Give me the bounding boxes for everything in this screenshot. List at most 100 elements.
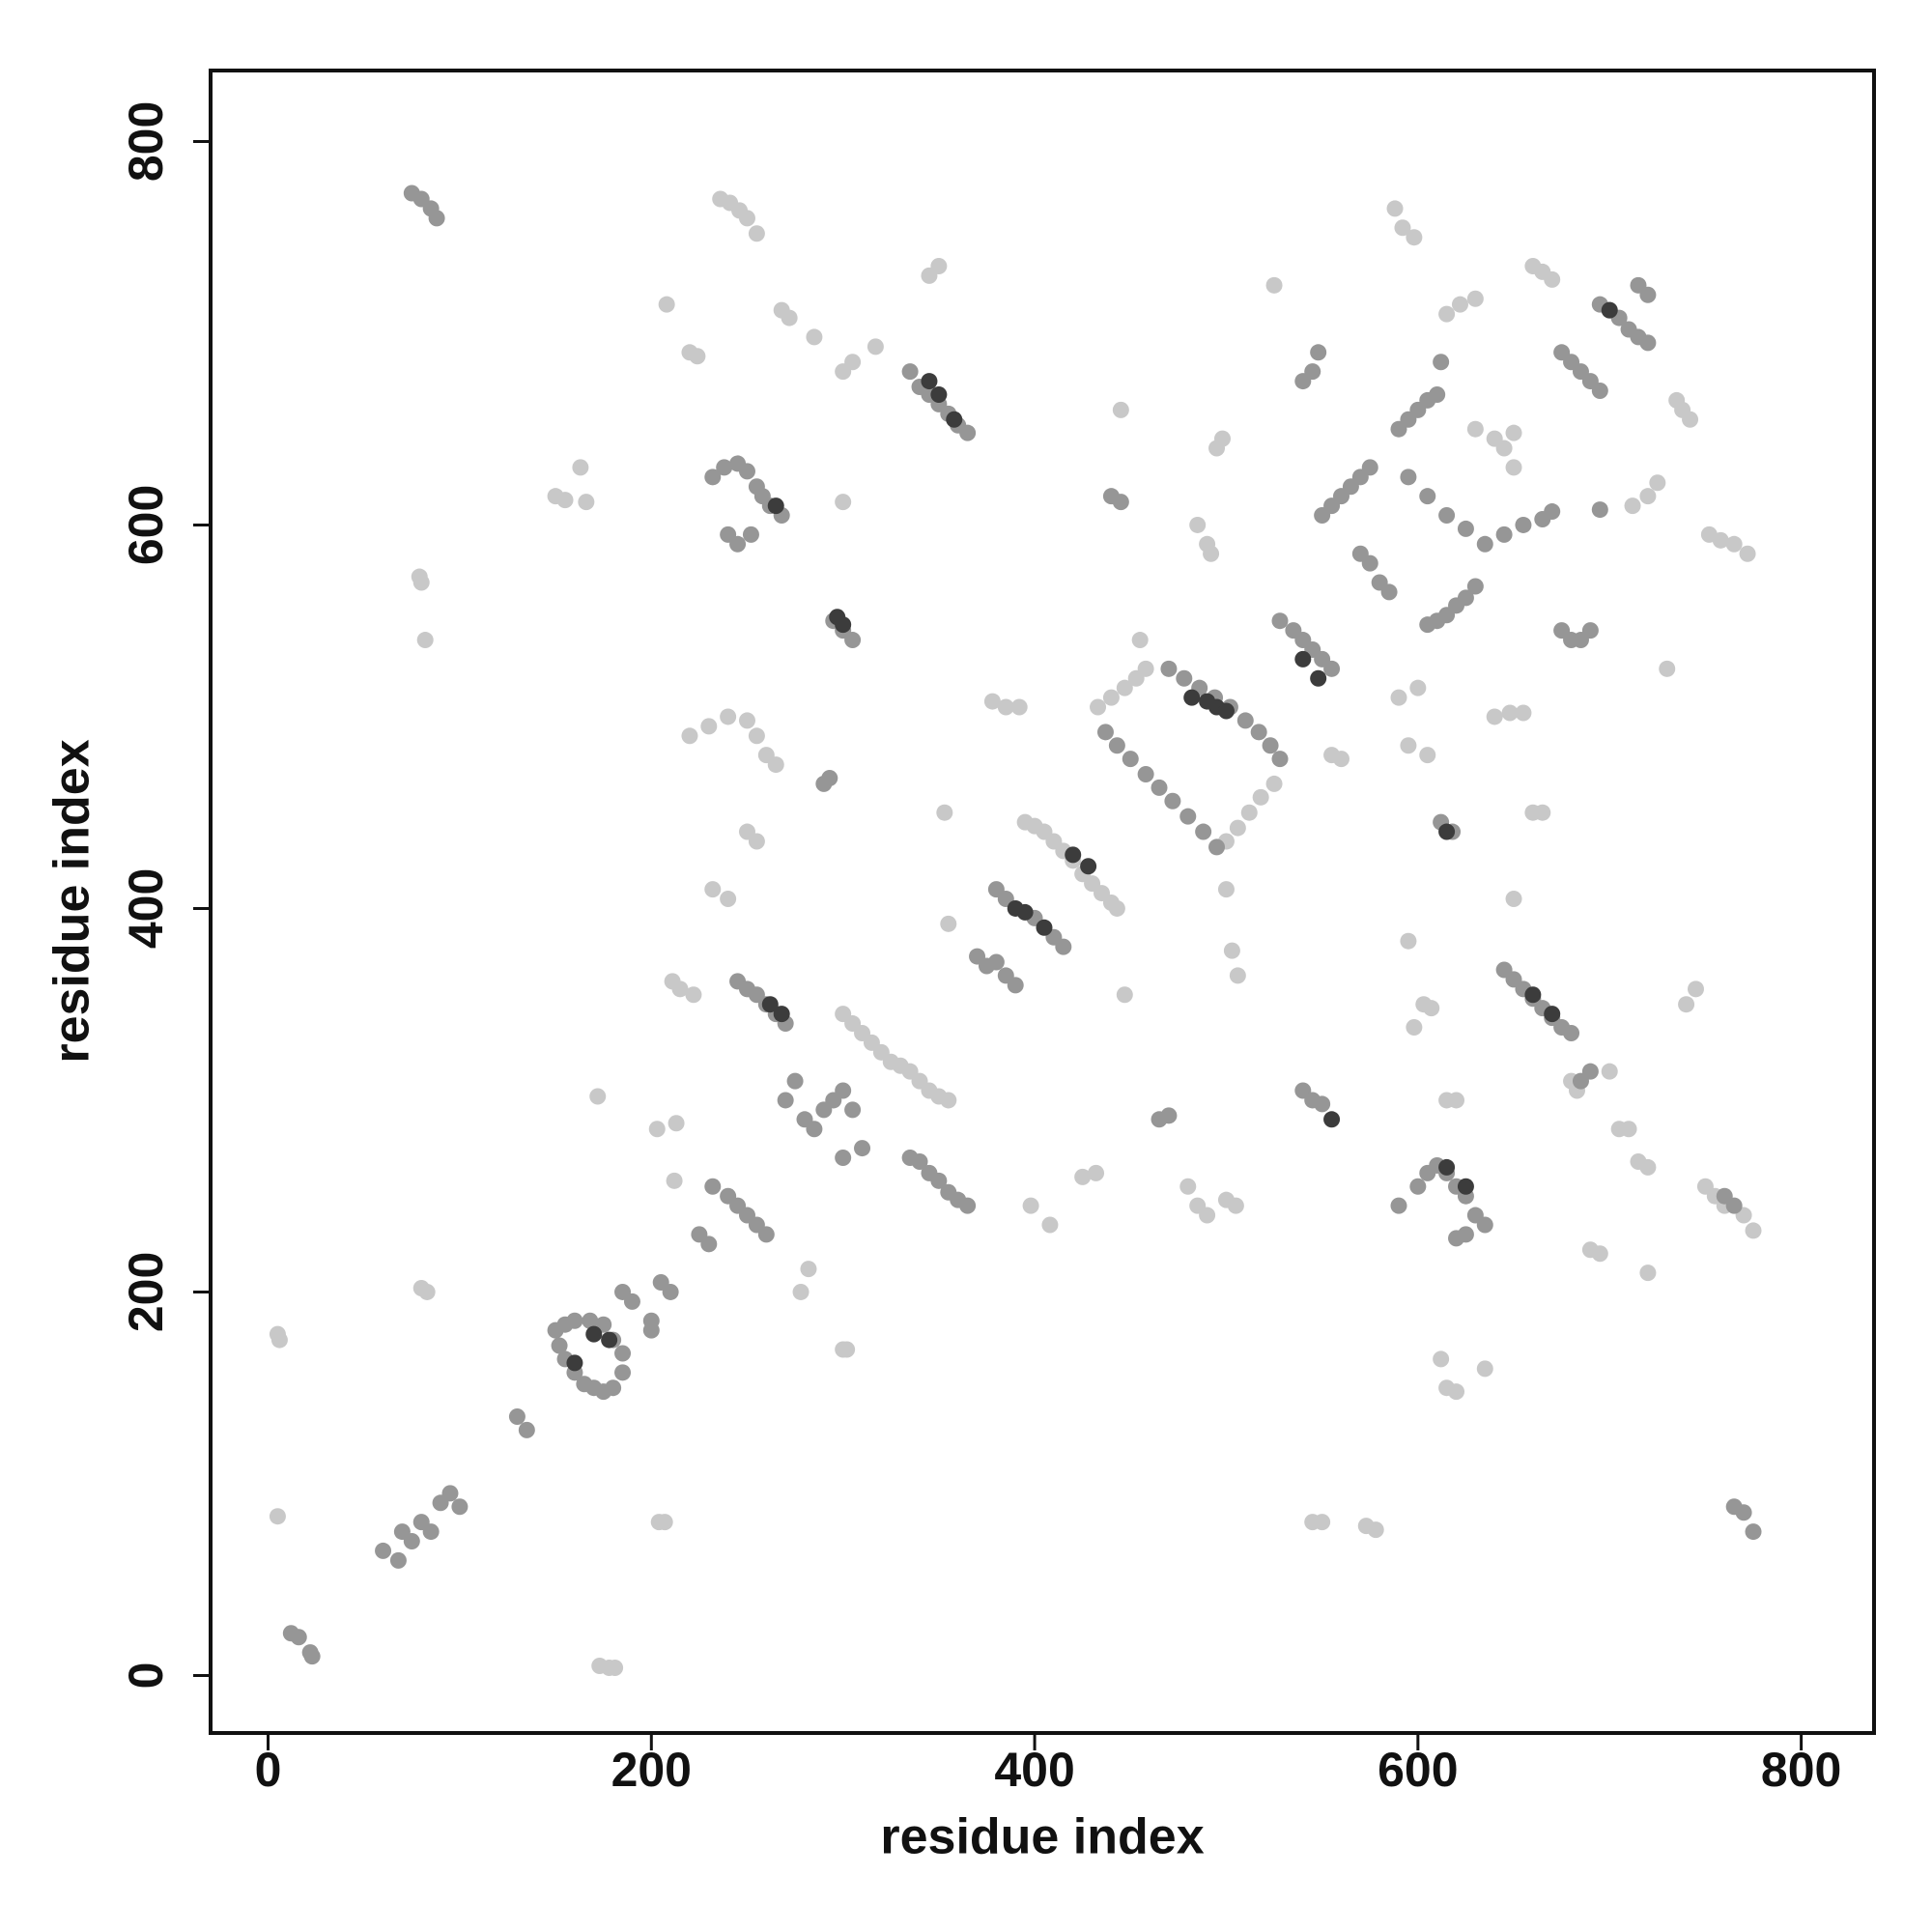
point xyxy=(1581,622,1599,639)
point xyxy=(716,459,733,476)
point xyxy=(1624,497,1641,515)
x-tick-label: 400 xyxy=(994,1743,1074,1797)
point xyxy=(1213,430,1231,447)
point xyxy=(1534,804,1551,821)
point xyxy=(940,1092,957,1109)
x-tick-label: 200 xyxy=(611,1743,692,1797)
point xyxy=(1183,689,1201,706)
point xyxy=(997,698,1014,716)
point xyxy=(738,463,755,480)
point xyxy=(1332,751,1350,768)
point xyxy=(1250,724,1267,741)
point xyxy=(1116,679,1133,696)
point xyxy=(1457,589,1474,607)
point xyxy=(748,225,765,242)
point xyxy=(1409,1178,1427,1195)
plot-frame xyxy=(209,69,1876,1735)
point xyxy=(704,881,722,898)
point xyxy=(1065,846,1082,864)
point xyxy=(844,354,862,371)
point xyxy=(1678,996,1695,1013)
point xyxy=(1199,1207,1216,1224)
point xyxy=(582,1312,599,1329)
point xyxy=(605,1379,622,1397)
point xyxy=(1495,440,1513,457)
point xyxy=(901,363,919,381)
point xyxy=(556,1316,574,1333)
point xyxy=(648,1121,666,1138)
point xyxy=(1451,296,1468,313)
point xyxy=(1041,1216,1059,1234)
point xyxy=(1160,660,1178,677)
point xyxy=(867,338,884,355)
point xyxy=(451,1498,469,1516)
point xyxy=(983,693,1001,710)
point xyxy=(1581,1063,1599,1080)
point xyxy=(1176,669,1193,687)
point xyxy=(556,492,574,509)
point xyxy=(1112,401,1129,418)
point xyxy=(614,1364,632,1381)
point xyxy=(1505,891,1522,908)
point xyxy=(1314,1514,1331,1531)
point xyxy=(1406,229,1423,246)
point xyxy=(389,1551,407,1569)
point xyxy=(930,385,948,403)
point xyxy=(1055,938,1072,955)
point xyxy=(1265,775,1283,792)
point xyxy=(1544,1006,1561,1023)
y-axis-label: residue index xyxy=(44,739,100,1063)
point xyxy=(1433,1350,1450,1368)
point xyxy=(1122,751,1139,768)
point xyxy=(1310,669,1327,687)
point xyxy=(1601,301,1618,319)
point xyxy=(773,1006,790,1023)
point xyxy=(1229,819,1246,837)
point xyxy=(572,459,589,476)
point xyxy=(1433,354,1450,371)
point xyxy=(1476,1360,1493,1378)
point xyxy=(614,1345,632,1362)
point xyxy=(1448,1092,1465,1109)
point xyxy=(748,833,765,850)
point xyxy=(806,1121,823,1138)
point xyxy=(607,1660,624,1677)
point xyxy=(720,708,737,725)
point xyxy=(1400,469,1417,486)
point xyxy=(854,1140,871,1157)
point xyxy=(930,257,948,274)
point xyxy=(835,1082,852,1099)
point xyxy=(940,915,957,932)
point xyxy=(700,718,718,735)
point xyxy=(1682,411,1699,428)
point xyxy=(1438,1158,1456,1176)
point xyxy=(700,1236,718,1253)
point xyxy=(1361,459,1378,476)
point xyxy=(1544,503,1561,521)
point xyxy=(1304,363,1321,381)
point xyxy=(1448,1383,1465,1401)
point xyxy=(1448,1230,1465,1247)
point xyxy=(1195,823,1212,840)
point xyxy=(835,494,852,511)
point xyxy=(1112,494,1129,511)
x-tick-label: 0 xyxy=(255,1743,282,1797)
point xyxy=(738,712,755,729)
point xyxy=(1725,1197,1743,1214)
point xyxy=(1252,788,1269,806)
point xyxy=(1080,858,1097,875)
point xyxy=(1688,980,1704,998)
point xyxy=(1160,1107,1178,1124)
point xyxy=(1419,488,1436,505)
point xyxy=(1036,919,1053,936)
point xyxy=(1712,531,1729,549)
point xyxy=(1639,1158,1657,1176)
point xyxy=(290,1629,307,1646)
point xyxy=(403,1532,420,1549)
point xyxy=(662,1283,679,1300)
point xyxy=(416,632,434,649)
point xyxy=(518,1421,535,1438)
y-tick-label: 200 xyxy=(119,1252,173,1332)
point xyxy=(1659,660,1676,677)
point xyxy=(1725,535,1743,553)
